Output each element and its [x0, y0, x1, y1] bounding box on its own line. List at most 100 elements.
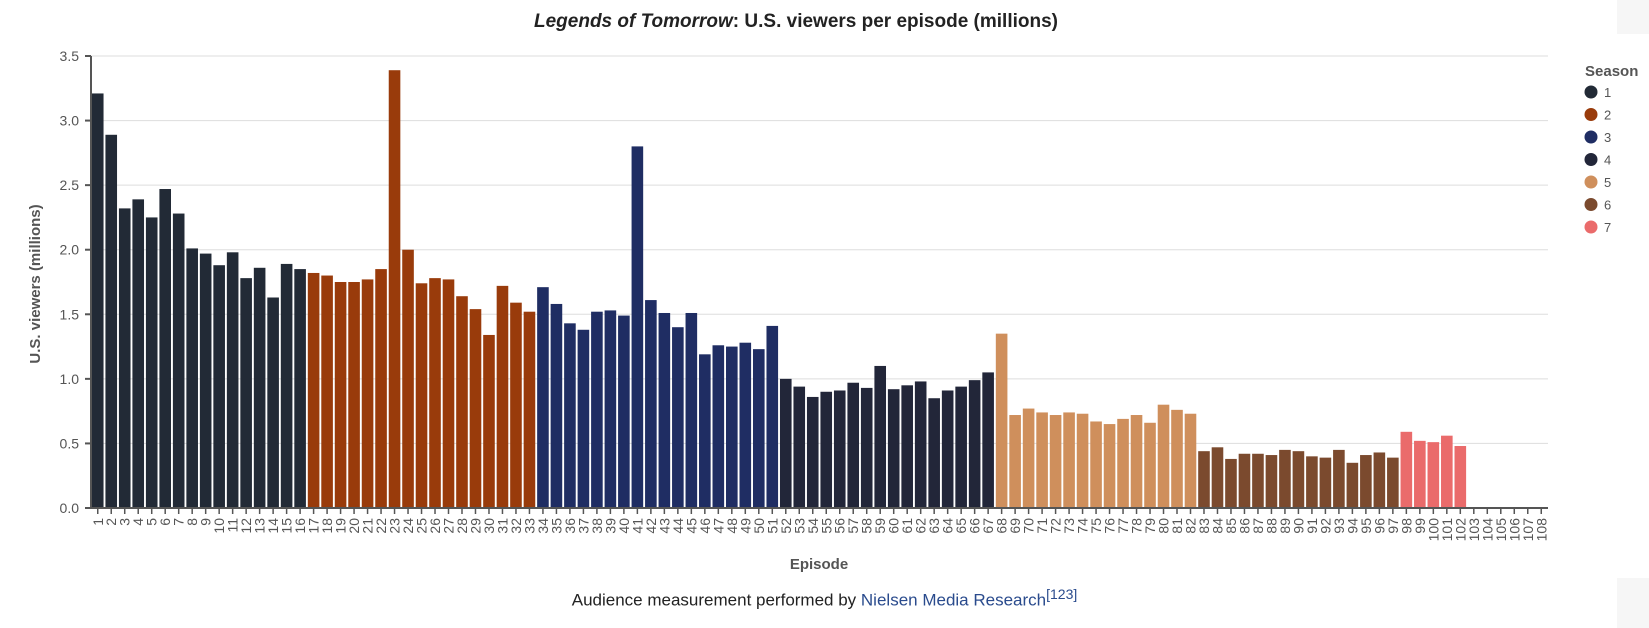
- y-axis-label: U.S. viewers (millions): [27, 204, 44, 363]
- bar-episode-67: [982, 372, 994, 508]
- bar-episode-5: [145, 217, 158, 508]
- bar-episode-69: [1009, 415, 1021, 508]
- bar-episode-81: [1171, 409, 1183, 508]
- bar-episode-73: [1063, 412, 1075, 508]
- x-tick-label: 79: [1142, 518, 1158, 534]
- bar-episode-63: [928, 398, 940, 508]
- bar-episode-77: [1117, 418, 1129, 508]
- nielsen-link[interactable]: Nielsen Media Research: [860, 590, 1047, 610]
- x-tick-label: 98: [1398, 518, 1414, 534]
- chart-title: Legends of Tomorrow: U.S. viewers per ep…: [534, 11, 1058, 32]
- bar-episode-48: [726, 346, 738, 508]
- x-tick-label: 58: [859, 518, 875, 534]
- x-tick-label: 86: [1236, 518, 1252, 534]
- citation-ref-link[interactable]: [123]: [1046, 586, 1078, 602]
- bar-episode-92: [1319, 457, 1332, 508]
- bar-episode-17: [307, 272, 320, 508]
- y-tick-label: 1.0: [60, 371, 80, 387]
- bar-episode-39: [604, 310, 617, 508]
- bar-episode-18: [321, 275, 333, 508]
- bar-episode-15: [280, 263, 293, 508]
- x-tick-label: 84: [1209, 518, 1225, 534]
- y-tick-label: 0.5: [60, 435, 80, 451]
- bar-episode-37: [577, 329, 590, 508]
- x-tick-label: 62: [913, 518, 929, 534]
- x-tick-label: 24: [400, 518, 416, 534]
- gridlines: [91, 55, 1548, 444]
- bar-episode-88: [1265, 455, 1278, 508]
- bar-episode-45: [685, 312, 698, 508]
- y-tick-label: 3.5: [60, 48, 80, 64]
- x-tick-label: 14: [265, 518, 281, 534]
- bars: [91, 70, 1467, 509]
- x-tick-label: 32: [508, 518, 524, 534]
- x-tick-label: 61: [899, 518, 915, 534]
- bar-episode-26: [429, 278, 441, 508]
- x-tick-label: 80: [1156, 518, 1172, 534]
- x-tick-label: 77: [1115, 518, 1131, 534]
- x-tick-label: 17: [306, 518, 322, 534]
- bar-episode-29: [469, 309, 482, 508]
- x-tick-label: 76: [1102, 518, 1118, 534]
- bar-episode-78: [1130, 415, 1143, 508]
- legend-label-season-1: 1: [1604, 85, 1611, 100]
- bar-episode-10: [213, 265, 225, 508]
- bar-episode-43: [658, 312, 671, 508]
- bar-episode-71: [1036, 412, 1048, 508]
- x-tick-label: 26: [427, 518, 443, 534]
- x-tick-label: 27: [441, 518, 457, 534]
- x-tick-label: 45: [683, 518, 699, 534]
- bar-episode-61: [901, 385, 913, 508]
- x-tick-label: 108: [1533, 518, 1549, 542]
- legend-swatch-season-3: [1584, 130, 1598, 144]
- x-tick-label: 95: [1358, 518, 1374, 534]
- x-tick-label: 73: [1061, 518, 1077, 534]
- y-tick-label: 3.0: [60, 113, 80, 129]
- legend-label-season-2: 2: [1604, 108, 1611, 123]
- x-tick-label: 41: [629, 518, 645, 534]
- x-tick-label: 43: [656, 518, 672, 534]
- x-tick-label: 52: [778, 518, 794, 534]
- x-tick-label: 83: [1196, 518, 1212, 534]
- bar-episode-89: [1279, 449, 1291, 508]
- x-tick-label: 60: [886, 518, 902, 534]
- x-tick-label: 88: [1263, 518, 1279, 534]
- bar-episode-75: [1090, 421, 1102, 508]
- bar-episode-20: [348, 282, 360, 508]
- legend-title: Season: [1585, 63, 1638, 80]
- x-tick-label: 107: [1520, 518, 1536, 542]
- bar-episode-66: [968, 380, 981, 508]
- bar-episode-95: [1360, 455, 1372, 508]
- bar-episode-97: [1387, 457, 1399, 508]
- legend: Season 1 2 3 4 5 6 7: [1584, 63, 1638, 235]
- bar-episode-91: [1306, 456, 1318, 508]
- x-tick-label: 50: [751, 518, 767, 534]
- x-tick-label: 59: [872, 518, 888, 534]
- x-tick-label: 23: [387, 518, 403, 534]
- x-tick-label: 46: [697, 518, 713, 534]
- bar-episode-96: [1373, 452, 1386, 508]
- x-tick-label: 29: [467, 518, 483, 534]
- bar-episode-16: [294, 269, 306, 508]
- bar-episode-27: [442, 279, 455, 508]
- bar-episode-90: [1292, 451, 1305, 508]
- bar-episode-12: [240, 278, 252, 508]
- x-tick-label: 96: [1371, 518, 1387, 534]
- x-tick-label: 5: [144, 518, 160, 526]
- bar-episode-24: [402, 249, 414, 508]
- legend-swatch-season-4: [1584, 153, 1598, 166]
- x-tick-label: 38: [589, 518, 605, 534]
- bar-episode-50: [752, 349, 765, 508]
- x-tick-label: 94: [1344, 518, 1360, 534]
- x-tick-label: 28: [454, 518, 470, 534]
- legend-label-season-6: 6: [1604, 198, 1611, 213]
- x-tick-label: 53: [791, 518, 807, 534]
- x-tick-label: 47: [710, 518, 726, 534]
- x-tick-label: 54: [805, 518, 821, 534]
- x-tick-label: 87: [1250, 518, 1266, 534]
- x-tick-label: 66: [967, 518, 983, 534]
- bar-episode-84: [1211, 447, 1224, 508]
- source-note: Audience measurement performed by Nielse…: [0, 586, 1649, 611]
- x-tick-label: 99: [1412, 518, 1428, 534]
